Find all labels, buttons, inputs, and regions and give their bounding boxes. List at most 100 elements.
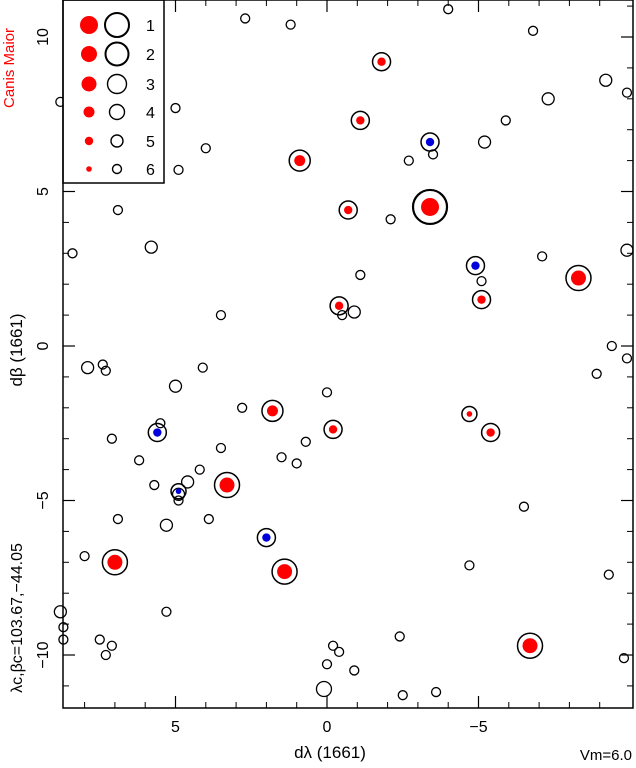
center-coordinates-label: λc,βc=103.67,−44.05 [9, 543, 26, 693]
star-marker [591, 368, 602, 379]
star-marker [106, 433, 118, 444]
x-tick-label: 5 [171, 719, 180, 736]
red-star-marker [356, 116, 365, 125]
red-star-marker-ring [480, 422, 501, 443]
legend-label: 5 [146, 134, 155, 151]
star-marker [203, 513, 214, 525]
star-marker [200, 143, 211, 154]
star-marker [599, 73, 613, 87]
legend-open-marker [111, 163, 123, 175]
red-star-marker-ring [411, 188, 449, 226]
blue-star-marker-ring [256, 527, 277, 548]
star-marker [394, 631, 405, 642]
legend-filled-marker [80, 16, 98, 34]
star-marker [133, 455, 145, 466]
x-axis-label: dλ (1661) [294, 743, 366, 762]
legend-filled-marker [83, 106, 95, 118]
star-marker [430, 686, 442, 698]
y-tick-label: 10 [35, 28, 52, 46]
star-marker [397, 690, 408, 701]
red-star-marker-ring [461, 405, 478, 423]
red-star-marker [486, 428, 495, 437]
star-marker [240, 13, 251, 24]
y-tick-label: 5 [35, 187, 52, 196]
y-tick-labels: −10 −5 0 5 10 [35, 28, 52, 669]
legend-open-marker [104, 41, 130, 67]
star-marker [518, 501, 530, 512]
blue-star-marker [471, 261, 480, 270]
x-tick-label: 0 [323, 719, 332, 736]
star-marker [97, 359, 108, 370]
red-star-marker [334, 301, 344, 311]
star-marker [315, 680, 333, 698]
blue-star-marker [153, 428, 162, 437]
x-tick-labels: 5 0 −5 [171, 719, 488, 736]
star-marker [237, 402, 248, 413]
red-star-marker-ring [213, 471, 241, 499]
star-marker [100, 365, 111, 376]
star-marker [215, 309, 227, 321]
red-star-marker-ring [323, 419, 343, 440]
red-star-marker-ring [271, 558, 298, 585]
star-marker [180, 475, 195, 489]
red-star-marker [277, 564, 293, 580]
star-marker [477, 135, 492, 149]
red-star-marker-ring [288, 149, 311, 172]
red-star-marker [466, 411, 473, 417]
star-marker [620, 243, 634, 257]
x-tick-label: −5 [469, 719, 487, 736]
blue-star-marker [175, 488, 182, 495]
blue-star-marker [425, 137, 435, 147]
star-marker [106, 640, 118, 651]
star-marker [349, 665, 360, 676]
legend-label: 1 [146, 18, 155, 35]
red-star-marker [421, 197, 440, 216]
red-star-marker [570, 270, 586, 286]
star-marker [100, 649, 111, 661]
star-marker [541, 92, 555, 106]
star-marker [321, 387, 333, 398]
red-star-marker-ring [338, 200, 358, 220]
star-marker [355, 269, 366, 281]
star-marker [161, 606, 172, 617]
red-star-marker-ring [516, 632, 544, 659]
star-marker [443, 4, 454, 15]
blue-star-marker-ring [420, 132, 440, 152]
legend-open-marker [104, 12, 130, 38]
star-marker [80, 360, 95, 375]
red-star-marker [522, 638, 538, 654]
blue-star-marker [262, 533, 271, 542]
red-star-marker [219, 477, 235, 493]
star-marker [215, 442, 227, 454]
legend-open-marker [108, 103, 126, 121]
star-marker [403, 155, 414, 166]
star-marker [500, 115, 511, 126]
star-marker [170, 102, 181, 114]
star-marker [171, 487, 186, 501]
legend-open-marker [110, 134, 124, 148]
blue-star-marker-ring [147, 422, 168, 443]
red-star-marker [377, 57, 386, 66]
colored-star-layer [101, 51, 592, 659]
y-tick-label: 0 [35, 341, 52, 350]
star-marker [53, 605, 68, 619]
star-marker [144, 240, 158, 254]
red-star-marker-ring [371, 51, 392, 72]
star-marker [276, 452, 287, 463]
red-star-marker-ring [350, 110, 371, 131]
legend: 1 2 3 4 5 6 [80, 12, 155, 179]
red-star-marker [107, 554, 123, 570]
star-marker [112, 513, 124, 525]
star-marker [618, 652, 630, 664]
red-star-marker [328, 425, 338, 434]
star-marker [621, 353, 633, 364]
y-tick-label: −10 [35, 641, 52, 668]
star-marker [327, 640, 339, 651]
star-marker [79, 550, 90, 562]
star-marker [476, 275, 487, 287]
star-marker [291, 458, 302, 469]
blue-star-marker-ring [465, 255, 486, 276]
legend-filled-marker [81, 46, 97, 62]
red-star-marker-ring [565, 264, 592, 292]
